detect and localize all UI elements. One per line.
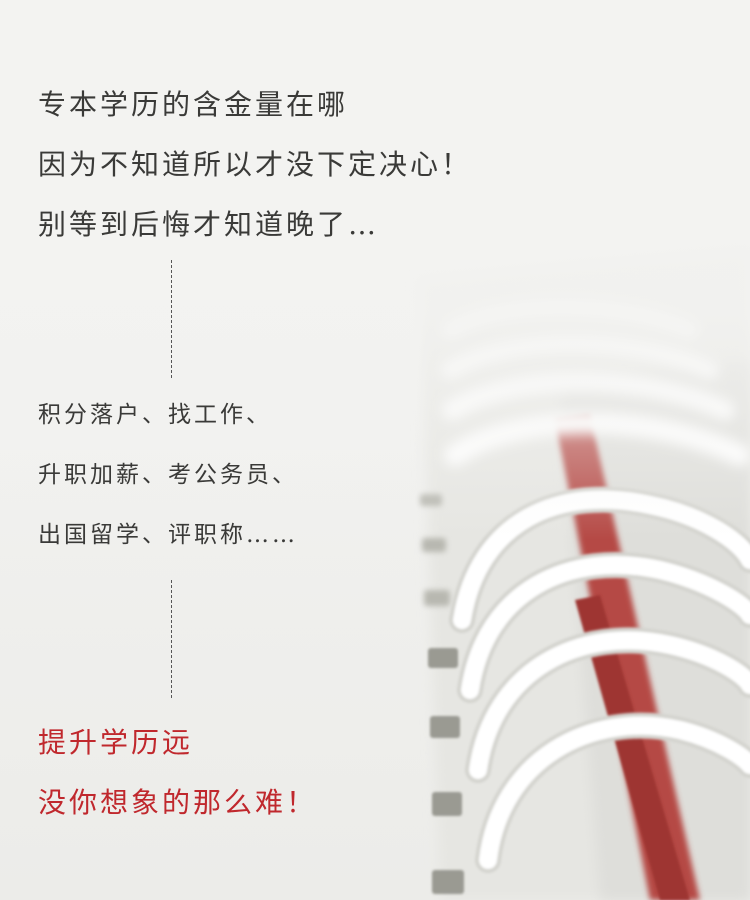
call-to-action-line-1: 提升学历远 [38, 713, 193, 773]
benefits-line-3: 出国留学、评职称…… [38, 505, 298, 565]
dashed-divider-bottom [171, 580, 172, 698]
benefits-line-1: 积分落户、找工作、 [38, 385, 272, 445]
headline-line-1: 专本学历的含金量在哪 [38, 75, 348, 135]
headline-line-3: 别等到后悔才知道晚了… [38, 195, 379, 255]
benefits-line-2: 升职加薪、考公务员、 [38, 445, 298, 505]
headline-line-2: 因为不知道所以才没下定决心！ [38, 135, 472, 195]
dashed-divider-top [171, 260, 172, 378]
call-to-action-line-2: 没你想象的那么难！ [38, 773, 317, 833]
